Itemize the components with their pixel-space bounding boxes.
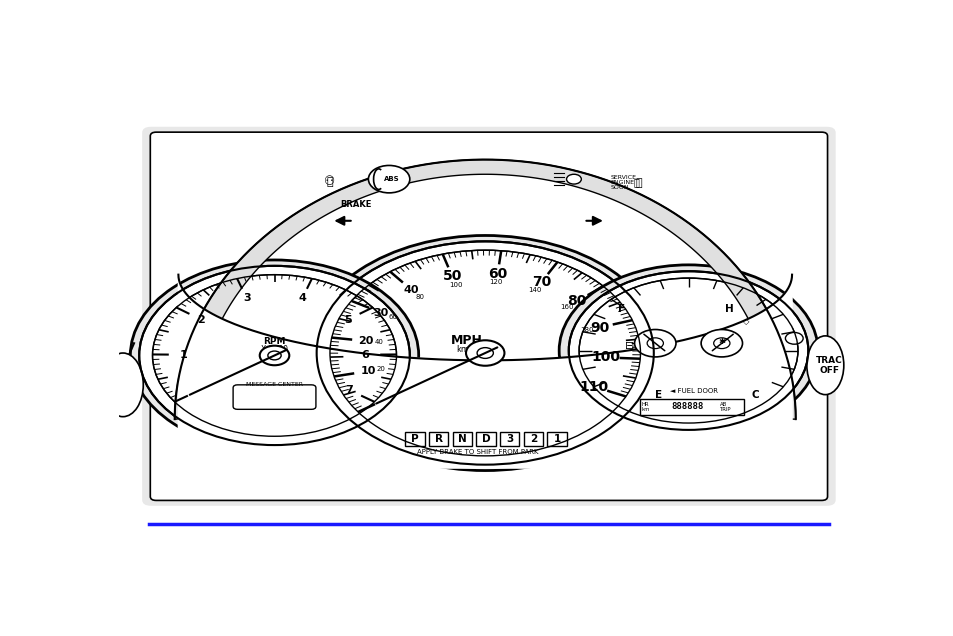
Text: 6: 6 [361,350,369,360]
Text: R: R [435,434,442,444]
Text: 100: 100 [591,350,619,364]
FancyBboxPatch shape [476,432,495,446]
Text: 50: 50 [442,269,461,283]
FancyBboxPatch shape [639,399,743,415]
Text: ✱: ✱ [718,337,724,346]
Circle shape [713,338,729,349]
Text: C: C [751,390,758,399]
Text: MPH: MPH [451,335,482,347]
Text: 40: 40 [403,285,418,295]
Text: 110: 110 [579,380,608,394]
Circle shape [568,271,807,430]
Circle shape [465,340,504,366]
Circle shape [634,329,676,357]
Text: 🔧: 🔧 [633,177,639,188]
Circle shape [700,329,741,357]
Text: 1: 1 [179,350,187,360]
Text: H: H [724,304,733,314]
Text: 7: 7 [345,385,353,395]
Circle shape [152,275,396,436]
Text: 4: 4 [298,293,306,303]
Text: 1: 1 [553,434,560,444]
Text: SERVICE
ENGINE
SOON: SERVICE ENGINE SOON [610,175,636,191]
Text: 20: 20 [376,366,385,372]
Text: 20: 20 [358,336,374,346]
Text: F: F [618,304,625,314]
Circle shape [476,348,493,359]
FancyBboxPatch shape [405,432,424,446]
Text: TRIP: TRIP [720,407,731,412]
Text: ⚇: ⚇ [324,175,335,188]
Text: 80: 80 [415,294,424,300]
Ellipse shape [344,179,381,228]
Text: 3: 3 [505,434,513,444]
Circle shape [259,346,289,365]
Circle shape [330,250,639,456]
Text: 10: 10 [360,366,375,377]
Text: 180: 180 [579,328,593,333]
Text: km: km [640,407,649,412]
Circle shape [316,241,653,465]
Text: BRAKE: BRAKE [340,200,371,209]
FancyBboxPatch shape [151,132,826,501]
Text: 70: 70 [531,275,550,289]
FancyBboxPatch shape [233,385,315,410]
Circle shape [308,235,662,471]
Text: 140: 140 [528,287,541,293]
Text: 3: 3 [243,293,251,303]
FancyBboxPatch shape [499,432,518,446]
PathPatch shape [174,160,795,419]
Text: 60: 60 [388,314,396,320]
Text: 🔔: 🔔 [326,177,333,186]
Text: 2: 2 [529,434,537,444]
Polygon shape [178,275,791,468]
Ellipse shape [103,353,143,417]
Circle shape [139,266,410,445]
Text: X 1000: X 1000 [261,345,288,354]
FancyBboxPatch shape [429,432,448,446]
Text: AB: AB [720,402,727,407]
Text: ◇: ◇ [742,317,749,326]
Text: 40: 40 [375,340,383,345]
FancyBboxPatch shape [453,432,472,446]
Circle shape [784,333,802,344]
Text: ⛽: ⛽ [635,177,641,188]
Text: MESSAGE CENTER: MESSAGE CENTER [246,382,303,387]
Text: 5: 5 [343,315,351,325]
Circle shape [566,174,580,184]
Circle shape [368,165,410,193]
FancyBboxPatch shape [547,432,566,446]
Ellipse shape [806,336,843,394]
Ellipse shape [596,179,625,228]
Text: 60: 60 [488,266,507,280]
Text: N: N [457,434,466,444]
Text: km/h: km/h [456,345,476,354]
Text: ABS: ABS [383,176,398,182]
FancyBboxPatch shape [142,127,835,506]
Text: 100: 100 [449,282,462,287]
Text: ◄ FUEL DOOR: ◄ FUEL DOOR [670,388,718,394]
Circle shape [268,351,281,360]
Text: D: D [481,434,490,444]
FancyBboxPatch shape [523,432,542,446]
Circle shape [558,265,817,436]
Circle shape [131,260,418,451]
FancyBboxPatch shape [147,130,830,502]
Text: 120: 120 [489,279,502,286]
Text: 80: 80 [567,294,586,308]
Circle shape [578,278,797,423]
Text: ⊟: ⊟ [624,341,634,350]
Text: TRAC
OFF: TRAC OFF [815,356,841,375]
Text: 30: 30 [374,308,389,317]
Text: 2: 2 [197,315,205,325]
Text: 160: 160 [559,304,573,310]
Text: 888888: 888888 [671,403,703,411]
Circle shape [646,338,662,349]
Text: 90: 90 [589,321,608,335]
Text: P: P [411,434,418,444]
Text: HR: HR [640,402,648,407]
Text: E: E [655,390,661,399]
Text: RPM: RPM [263,337,286,346]
Text: APPLY BRAKE TO SHIFT FROM PARK: APPLY BRAKE TO SHIFT FROM PARK [416,450,538,455]
